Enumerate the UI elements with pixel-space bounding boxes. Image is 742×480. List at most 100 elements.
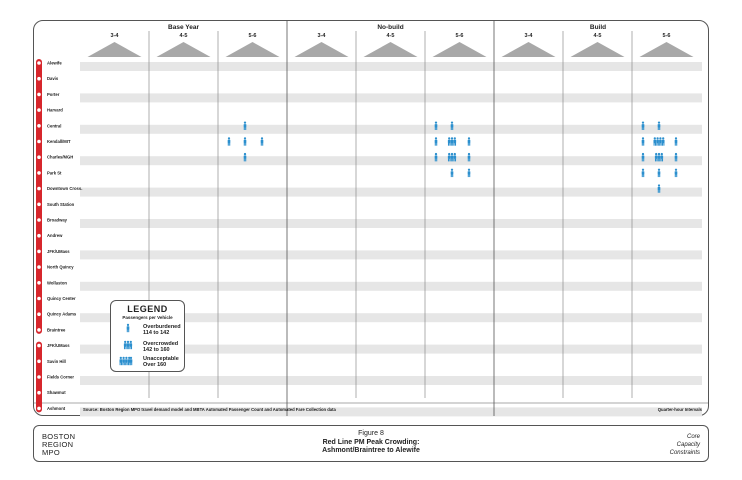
person-body bbox=[119, 359, 123, 363]
person-leg bbox=[131, 362, 133, 366]
crowding-icon-level-2 bbox=[654, 152, 664, 162]
crowding-icon-level-1 bbox=[450, 168, 454, 178]
series-name: Core Capacity Constraints bbox=[670, 433, 700, 457]
station-label: Broadway bbox=[47, 218, 68, 223]
person-body bbox=[654, 155, 658, 159]
person-leg bbox=[243, 158, 245, 162]
person-leg bbox=[129, 346, 131, 350]
crowding-icon-level-1 bbox=[260, 137, 264, 146]
station-marker bbox=[36, 280, 42, 286]
row-band bbox=[80, 93, 702, 103]
person-leg bbox=[676, 143, 678, 146]
org-line: MPO bbox=[42, 448, 60, 457]
person-leg bbox=[469, 174, 471, 178]
series-line: Core bbox=[686, 434, 700, 440]
person-leg bbox=[450, 158, 452, 162]
station-marker bbox=[36, 358, 42, 364]
person-icon bbox=[447, 152, 451, 162]
person-head bbox=[641, 121, 645, 124]
crowding-icon-level-1 bbox=[674, 137, 678, 146]
person-leg bbox=[449, 143, 451, 146]
person-leg bbox=[454, 158, 457, 162]
station-marker bbox=[36, 342, 42, 349]
station-marker bbox=[36, 405, 42, 411]
person-leg bbox=[436, 127, 438, 130]
time-triangle bbox=[363, 42, 418, 57]
person-head bbox=[126, 323, 130, 327]
person-leg bbox=[125, 362, 127, 366]
crowding-icon-level-1 bbox=[243, 152, 247, 162]
crowding-icon-level-1 bbox=[467, 168, 471, 178]
column-header: 3-4 bbox=[111, 33, 120, 39]
person-body bbox=[447, 155, 451, 159]
person-icon bbox=[126, 340, 130, 350]
station-label: Alewife bbox=[47, 61, 62, 66]
person-body bbox=[453, 155, 457, 159]
person-head bbox=[655, 152, 658, 156]
row-band bbox=[80, 281, 702, 291]
legend-item-unacceptable: Unacceptable Over 160 bbox=[143, 356, 179, 368]
person-body bbox=[674, 171, 678, 175]
person-head bbox=[243, 152, 247, 156]
legend-item-overburdened: Overburdened 114 to 142 bbox=[143, 324, 181, 336]
person-leg bbox=[661, 158, 664, 162]
person-body bbox=[674, 155, 678, 159]
person-head bbox=[434, 137, 438, 140]
column-header: 4-5 bbox=[180, 33, 188, 39]
person-leg bbox=[659, 158, 661, 162]
person-leg bbox=[643, 127, 645, 130]
person-leg bbox=[656, 158, 658, 162]
person-leg bbox=[125, 346, 127, 350]
person-leg bbox=[434, 158, 436, 162]
person-icon bbox=[450, 152, 454, 162]
person-icon bbox=[660, 152, 664, 162]
person-body bbox=[126, 343, 130, 347]
person-leg bbox=[674, 158, 676, 162]
station-label: Savin Hill bbox=[47, 359, 66, 364]
person-leg bbox=[434, 127, 436, 130]
person-icon bbox=[243, 121, 247, 130]
person-leg bbox=[467, 143, 469, 146]
person-leg bbox=[643, 174, 645, 178]
legend-subtitle: Passengers per Vehicle bbox=[122, 315, 173, 320]
person-head bbox=[122, 356, 125, 360]
person-leg bbox=[452, 127, 454, 130]
person-icon bbox=[123, 340, 127, 350]
person-leg bbox=[676, 174, 678, 178]
person-leg bbox=[643, 143, 645, 146]
person-icon bbox=[641, 168, 645, 178]
person-icon bbox=[661, 137, 665, 146]
crowding-icon-level-2 bbox=[447, 152, 457, 162]
person-body bbox=[467, 155, 471, 159]
person-icon bbox=[434, 137, 438, 146]
org-line: REGION bbox=[42, 440, 74, 449]
person-body bbox=[656, 139, 659, 144]
figure-title: Red Line PM Peak Crowding: bbox=[322, 438, 420, 446]
station-label: Central bbox=[47, 123, 61, 128]
crowding-icon-level-1 bbox=[227, 137, 231, 146]
person-leg bbox=[661, 143, 664, 146]
person-icon bbox=[467, 168, 471, 178]
person-leg bbox=[262, 143, 264, 146]
station-marker bbox=[36, 186, 42, 192]
person-leg bbox=[641, 174, 643, 178]
station-marker bbox=[36, 138, 42, 145]
person-head bbox=[656, 137, 659, 140]
person-icon bbox=[227, 137, 231, 146]
person-head bbox=[659, 137, 662, 140]
station-label: Park St bbox=[47, 170, 62, 175]
person-body bbox=[659, 139, 662, 144]
person-icon bbox=[657, 121, 661, 130]
row-band bbox=[80, 344, 702, 354]
person-icon bbox=[657, 152, 661, 162]
row-band bbox=[80, 407, 702, 417]
person-leg bbox=[660, 158, 662, 162]
crowding-icon-level-2 bbox=[447, 137, 457, 146]
person-head bbox=[126, 340, 130, 344]
person-body bbox=[661, 139, 665, 144]
person-leg bbox=[469, 158, 471, 162]
person-leg bbox=[676, 158, 678, 162]
person-leg bbox=[450, 143, 452, 146]
person-leg bbox=[436, 158, 438, 162]
person-body bbox=[434, 139, 438, 144]
